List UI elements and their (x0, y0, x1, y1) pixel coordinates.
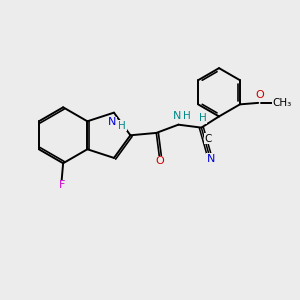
Text: N: N (207, 154, 215, 164)
Text: H: H (118, 121, 126, 131)
Text: N: N (173, 111, 181, 122)
Text: O: O (255, 90, 264, 100)
Text: CH₃: CH₃ (272, 98, 291, 108)
Text: N: N (108, 117, 117, 127)
Text: H: H (199, 113, 207, 123)
Text: F: F (58, 180, 65, 190)
Text: H: H (183, 111, 190, 122)
Text: C: C (205, 134, 212, 143)
Text: O: O (155, 156, 164, 166)
